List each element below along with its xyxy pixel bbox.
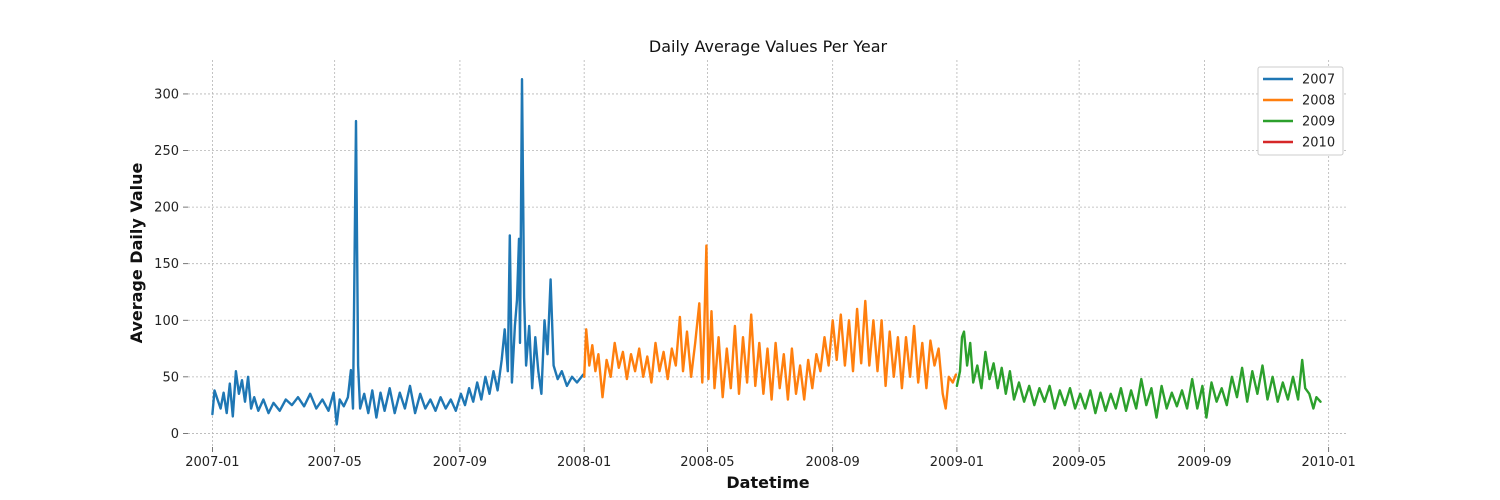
x-axis-label: Datetime (726, 473, 809, 492)
y-tick-label: 0 (171, 427, 179, 442)
legend-label: 2007 (1302, 73, 1335, 88)
series-layer (211, 78, 1322, 426)
x-tick-label: 2009-05 (1052, 455, 1106, 470)
series-line-2009 (955, 330, 1322, 419)
grid-layer (188, 60, 1348, 447)
y-tick-label: 300 (154, 87, 179, 102)
legend-items: 2007 2008 2009 2010 (1263, 73, 1335, 151)
x-tick-label: 2007-09 (433, 455, 487, 470)
y-axis-label: Average Daily Value (127, 162, 146, 343)
x-tick-label: 2008-09 (806, 455, 860, 470)
y-tick-label: 150 (154, 257, 179, 272)
x-tick-label: 2007-01 (185, 455, 239, 470)
x-tick-label: 2008-01 (557, 455, 611, 470)
x-tick-label: 2007-05 (307, 455, 361, 470)
legend: 2007 2008 2009 2010 (1257, 66, 1344, 156)
y-tick-label: 50 (162, 370, 179, 385)
x-tick-label: 2009-09 (1177, 455, 1231, 470)
y-tick-label: 250 (154, 144, 179, 159)
series-line-2007 (211, 78, 585, 426)
series-line-2008 (583, 244, 958, 410)
y-tick-label: 200 (154, 201, 179, 216)
legend-label: 2010 (1302, 136, 1335, 151)
chart-title: Daily Average Values Per Year (649, 37, 888, 56)
axis-layer: 2007-01 2007-05 2007-09 2008-01 2008-05 2008-… (154, 87, 1356, 470)
x-tick-label: 2008-05 (680, 455, 734, 470)
legend-label: 2009 (1302, 115, 1335, 130)
legend-label: 2008 (1302, 94, 1335, 109)
x-tick-label: 2009-01 (930, 455, 984, 470)
x-tick-label: 2010-01 (1301, 455, 1355, 470)
y-tick-label: 100 (154, 314, 179, 329)
legend-box (1257, 66, 1344, 156)
